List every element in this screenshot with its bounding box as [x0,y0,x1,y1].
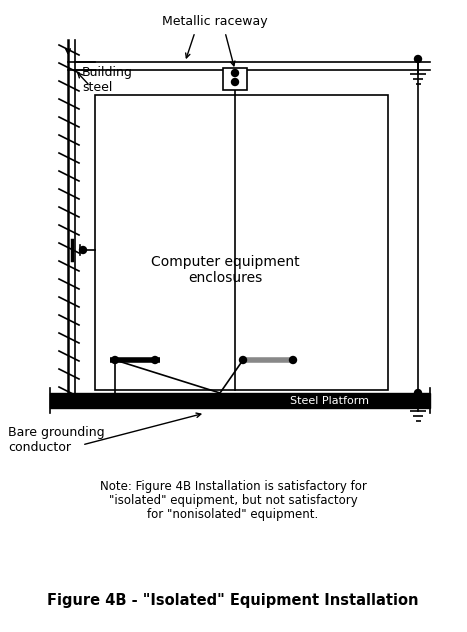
Text: Computer equipment
enclosures: Computer equipment enclosures [151,255,299,285]
Text: Metallic raceway: Metallic raceway [162,16,268,28]
Circle shape [112,356,119,363]
Bar [50,393,430,408]
Circle shape [415,389,422,396]
Text: Figure 4B - "Isolated" Equipment Installation: Figure 4B - "Isolated" Equipment Install… [47,593,419,607]
Text: "isolated" equipment, but not satisfactory: "isolated" equipment, but not satisfacto… [109,494,357,507]
Circle shape [232,70,239,76]
Text: Steel Platform: Steel Platform [290,396,369,406]
Text: Building
steel: Building steel [82,66,133,94]
Bar [223,68,247,90]
Circle shape [79,246,86,253]
Bar [95,95,388,390]
Text: Bare grounding
conductor: Bare grounding conductor [8,426,105,454]
Text: for "nonisolated" equipment.: for "nonisolated" equipment. [148,508,318,521]
Text: Note: Figure 4B Installation is satisfactory for: Note: Figure 4B Installation is satisfac… [99,480,367,493]
Circle shape [232,78,239,85]
Circle shape [151,356,158,363]
Circle shape [240,356,247,363]
Circle shape [290,356,297,363]
Circle shape [415,56,422,63]
